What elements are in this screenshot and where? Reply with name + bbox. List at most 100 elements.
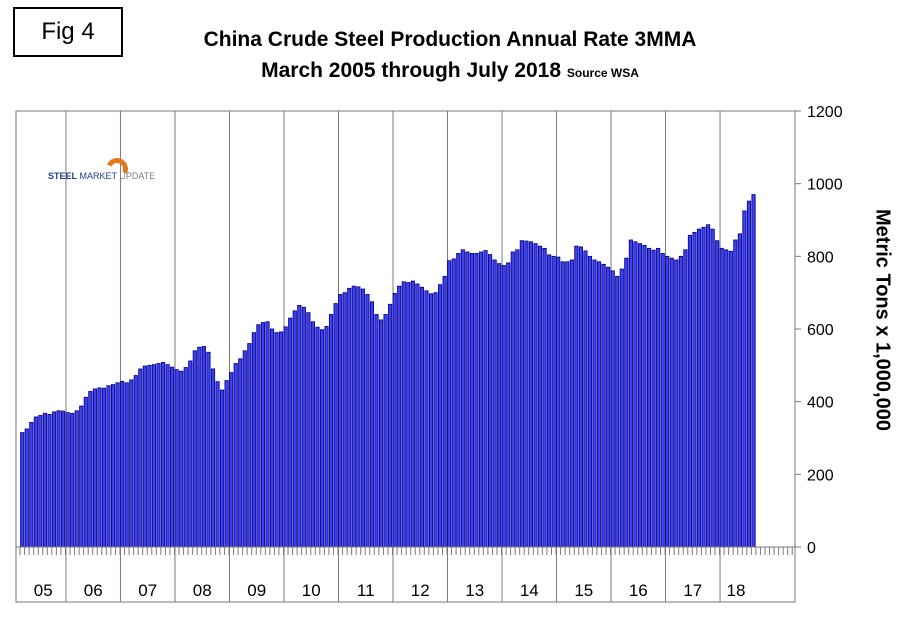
x-tick-label: 12 <box>411 581 430 600</box>
bar <box>106 385 111 548</box>
bar <box>24 428 29 548</box>
source-note: Source WSA <box>566 66 639 80</box>
bar <box>615 275 620 548</box>
bar <box>20 432 25 548</box>
bar <box>551 255 556 548</box>
bar <box>42 412 47 548</box>
bar <box>687 234 693 548</box>
bar <box>751 194 756 548</box>
bar <box>533 243 538 548</box>
bar <box>365 294 370 548</box>
bar <box>547 254 552 548</box>
bar <box>606 266 611 548</box>
bar <box>292 310 297 548</box>
bar <box>156 363 161 548</box>
bar <box>674 259 679 548</box>
bar <box>70 412 75 548</box>
bar <box>392 292 397 548</box>
bar <box>378 319 384 548</box>
bar <box>269 328 275 548</box>
logo-text: STEEL MARKET UPDATE <box>48 171 156 181</box>
bar <box>29 421 34 548</box>
bar <box>329 314 334 548</box>
bar <box>737 233 742 548</box>
bar <box>719 247 724 548</box>
bar <box>660 253 665 548</box>
bar <box>519 240 524 548</box>
bar <box>242 350 247 548</box>
bar <box>324 326 329 548</box>
bar <box>406 282 411 548</box>
bar <box>319 329 325 548</box>
bar <box>92 388 97 548</box>
bar <box>669 257 674 548</box>
bar-series <box>20 194 756 548</box>
bar <box>251 332 256 548</box>
bar <box>565 261 570 548</box>
x-tick-label: 18 <box>726 581 745 600</box>
x-tick-label: 11 <box>357 581 375 600</box>
bar <box>592 259 597 548</box>
bar <box>360 288 365 548</box>
bar <box>201 346 206 548</box>
y-tick-label: 1200 <box>807 104 843 121</box>
bar <box>447 260 452 548</box>
bar <box>215 381 220 548</box>
bar <box>342 292 347 548</box>
bar <box>401 281 406 548</box>
bar <box>101 387 107 548</box>
bar <box>183 367 188 548</box>
x-tick-label: 14 <box>520 581 539 600</box>
bar <box>410 280 415 548</box>
bar <box>351 285 356 548</box>
bar <box>356 286 361 548</box>
bar <box>460 249 465 548</box>
bar <box>160 362 166 548</box>
bar <box>197 346 202 548</box>
bar <box>574 245 579 548</box>
y-tick-label: 600 <box>807 322 834 339</box>
bar <box>306 312 311 548</box>
bar <box>601 263 606 548</box>
bar <box>260 322 266 548</box>
bar <box>419 286 425 548</box>
bar <box>165 364 170 548</box>
bar <box>120 380 125 548</box>
x-tick-label: 05 <box>34 581 53 600</box>
bar <box>528 241 534 548</box>
bar <box>170 366 175 548</box>
bar <box>265 321 270 548</box>
bar <box>515 249 520 548</box>
bar <box>678 255 683 548</box>
bar <box>501 265 506 548</box>
bar <box>637 243 643 548</box>
bar <box>47 413 52 548</box>
bar <box>715 240 720 548</box>
bar <box>710 228 715 548</box>
y-tick-label: 200 <box>807 467 834 484</box>
bar <box>369 301 375 548</box>
bar <box>510 251 515 548</box>
bar <box>210 368 216 548</box>
bar <box>442 275 447 548</box>
bar <box>174 369 179 548</box>
bar <box>506 262 511 548</box>
bar <box>742 210 747 548</box>
bar <box>683 249 688 548</box>
bar <box>597 261 602 548</box>
bar <box>279 331 284 548</box>
bar <box>424 290 429 548</box>
bar <box>388 303 393 548</box>
bar <box>524 240 529 548</box>
bar <box>297 304 302 548</box>
bar <box>274 332 279 548</box>
bar <box>133 375 138 548</box>
x-label-frame <box>15 546 796 603</box>
bar <box>315 326 320 548</box>
bar <box>619 268 624 548</box>
bar <box>542 247 547 548</box>
bar <box>383 314 388 548</box>
bar <box>733 239 738 548</box>
chart-subtitle: March 2005 through July 2018 <box>261 59 562 82</box>
bar <box>610 270 615 548</box>
